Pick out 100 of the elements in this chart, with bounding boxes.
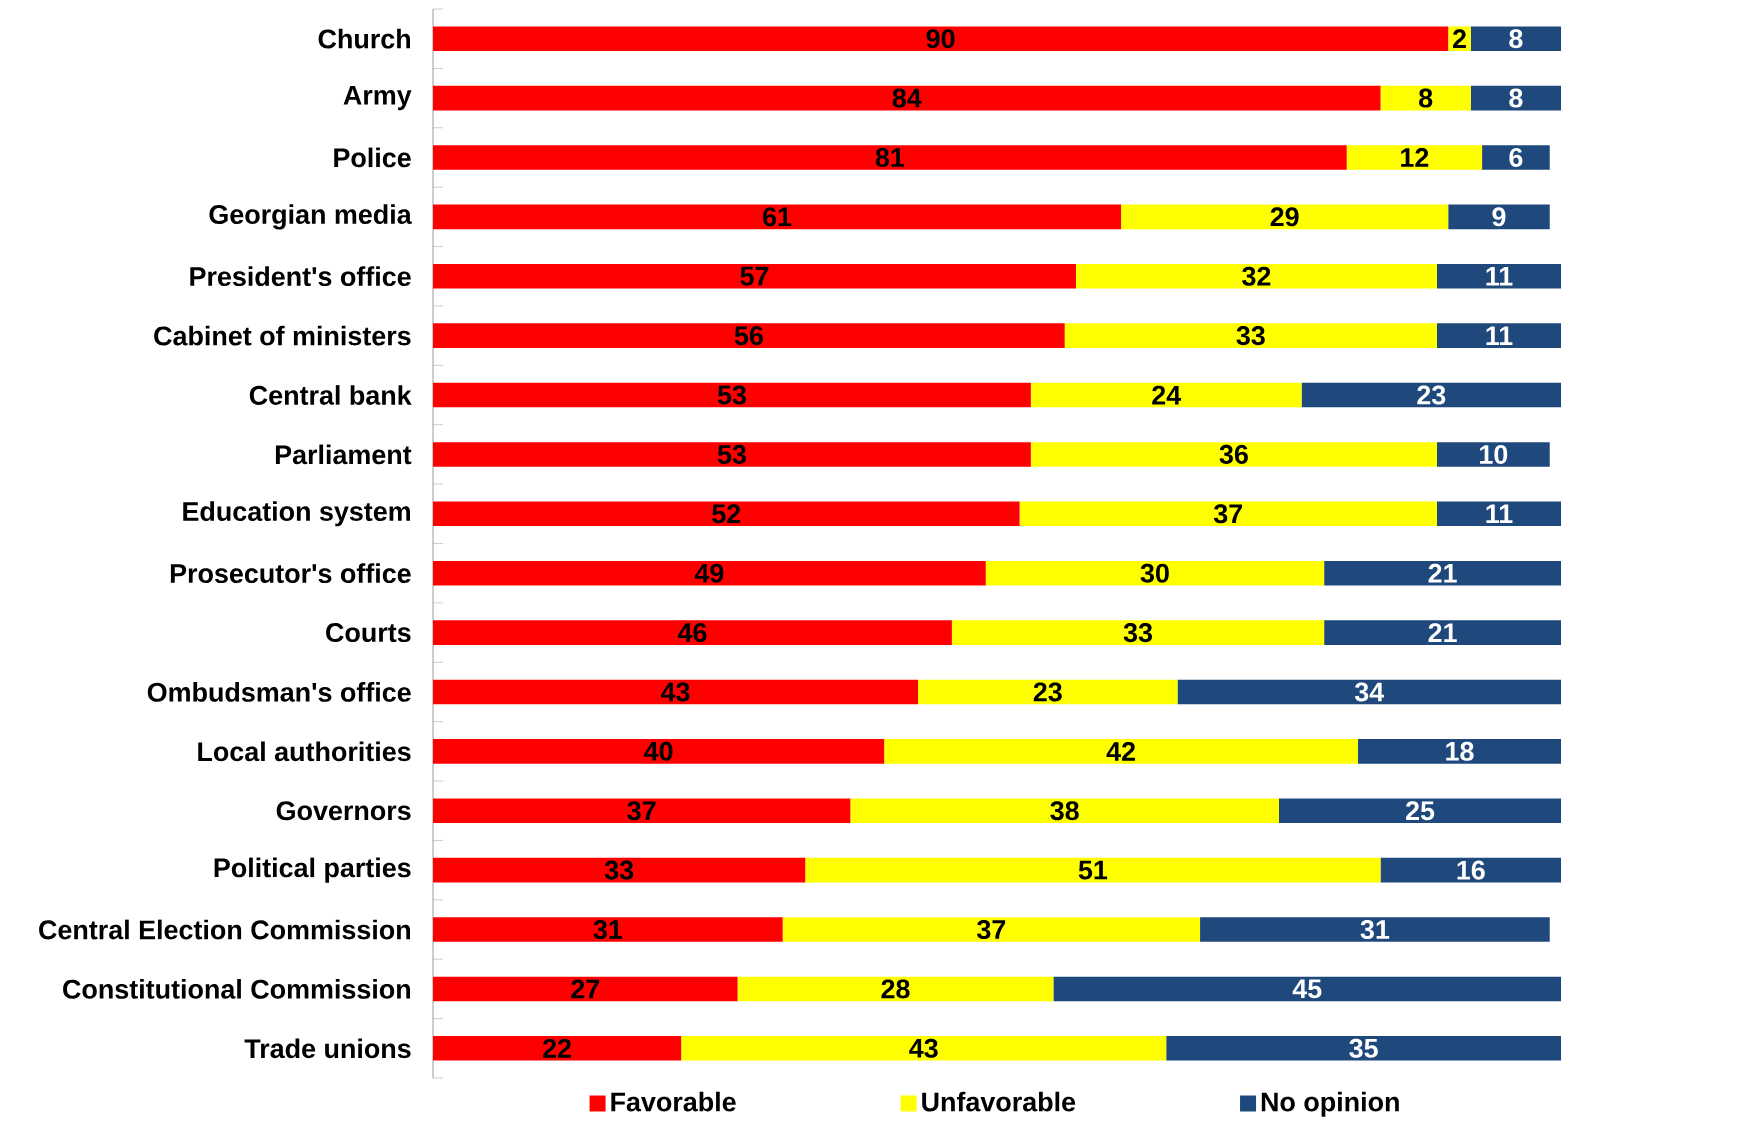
data-label: 38 <box>1050 801 1079 821</box>
data-label: 37 <box>977 919 1006 940</box>
bar <box>1200 917 1550 942</box>
y-tick-label: Governors <box>276 801 411 821</box>
data-label: 43 <box>660 682 690 702</box>
bar <box>884 739 1358 764</box>
data-label: 37 <box>1213 504 1243 524</box>
data-label: 32 <box>1242 266 1271 286</box>
data-label: 11 <box>1486 266 1513 286</box>
bar <box>951 620 1325 645</box>
y-tick-label: Trade unions <box>244 1038 411 1059</box>
data-label: 46 <box>677 623 707 643</box>
bar <box>1279 798 1562 824</box>
y-tick-label: Courts <box>326 623 411 643</box>
y-tick-label: Parliament <box>275 444 412 465</box>
data-label: 16 <box>1457 860 1485 880</box>
data-label: 33 <box>1236 326 1265 346</box>
data-label: 90 <box>926 29 955 49</box>
bar <box>1357 739 1562 764</box>
y-tick-label: Central bank <box>249 385 412 405</box>
bar <box>433 976 738 1002</box>
bar <box>1064 323 1437 348</box>
bar <box>1030 382 1302 408</box>
bar <box>1121 204 1449 230</box>
bar <box>433 145 1347 170</box>
bar <box>1470 85 1562 111</box>
bar <box>433 560 986 586</box>
data-label: 84 <box>892 88 922 108</box>
bar <box>433 798 851 824</box>
y-tick-label: Army <box>343 86 412 111</box>
data-label: 40 <box>644 741 673 761</box>
bar <box>1346 145 1483 170</box>
legend-label: No opinion <box>1261 1091 1399 1117</box>
bar <box>433 501 1020 527</box>
bar <box>1166 1036 1562 1061</box>
bar <box>782 917 1201 942</box>
bar <box>1436 323 1562 348</box>
bar <box>1436 501 1562 527</box>
data-label: 33 <box>1123 623 1153 643</box>
bar <box>1030 442 1437 467</box>
bar <box>1324 560 1562 586</box>
bar <box>1482 145 1550 170</box>
data-label: 24 <box>1152 385 1182 405</box>
data-label: 28 <box>881 979 910 999</box>
data-label: 29 <box>1270 207 1299 227</box>
y-tick-label: Local authorities <box>198 741 411 762</box>
y-tick-label: Education system <box>183 501 410 527</box>
data-label: 35 <box>1349 1038 1378 1058</box>
bar <box>681 1036 1167 1061</box>
y-tick-label: Georgian media <box>209 204 412 230</box>
data-label: 31 <box>593 919 623 940</box>
data-label: 18 <box>1446 741 1474 761</box>
data-label: 51 <box>1078 860 1108 880</box>
bar <box>433 263 1076 289</box>
bar <box>433 917 783 942</box>
data-label: 22 <box>543 1038 571 1058</box>
bar <box>1301 382 1562 408</box>
data-label: 81 <box>875 147 905 167</box>
data-label: 12 <box>1401 148 1429 167</box>
data-label: 42 <box>1106 741 1135 761</box>
bar <box>1177 679 1562 705</box>
bar <box>433 739 885 764</box>
bar <box>433 620 952 645</box>
bar <box>805 857 1381 883</box>
data-label: 8 <box>1509 29 1523 49</box>
data-label: 23 <box>1417 385 1446 405</box>
bar <box>433 26 1449 51</box>
bar <box>1075 263 1437 289</box>
data-label: 8 <box>1509 88 1523 108</box>
legend-label: Favorable <box>611 1091 736 1112</box>
bar <box>1380 857 1562 883</box>
bar <box>433 204 1122 230</box>
data-label: 25 <box>1406 801 1435 821</box>
data-label: 6 <box>1509 147 1523 167</box>
bar <box>433 442 1031 467</box>
data-label: 11 <box>1486 326 1513 345</box>
data-label: 8 <box>1419 88 1433 108</box>
data-label: 49 <box>694 563 724 583</box>
y-tick-label: Cabinet of ministers <box>154 325 411 346</box>
y-tick-label: Prosecutor's office <box>170 563 411 584</box>
y-tick-label: Constitutional Commission <box>63 979 411 999</box>
data-label: 52 <box>712 504 741 524</box>
bar <box>1019 501 1437 527</box>
bar <box>850 798 1280 824</box>
bar <box>433 382 1031 408</box>
bar <box>433 323 1065 348</box>
data-label: 56 <box>734 326 763 346</box>
data-label: 57 <box>740 266 769 286</box>
data-label: 45 <box>1292 979 1322 999</box>
data-label: 43 <box>909 1038 938 1058</box>
data-label: 36 <box>1219 444 1248 464</box>
bar <box>1436 263 1562 289</box>
bar <box>433 679 919 705</box>
data-label: 53 <box>717 444 746 464</box>
data-label: 21 <box>1428 623 1457 642</box>
data-label: 31 <box>1360 919 1390 940</box>
bar <box>433 85 1381 111</box>
bar <box>1436 442 1550 467</box>
bar <box>1470 26 1562 51</box>
y-tick-label: Central Election Commission <box>39 919 411 940</box>
